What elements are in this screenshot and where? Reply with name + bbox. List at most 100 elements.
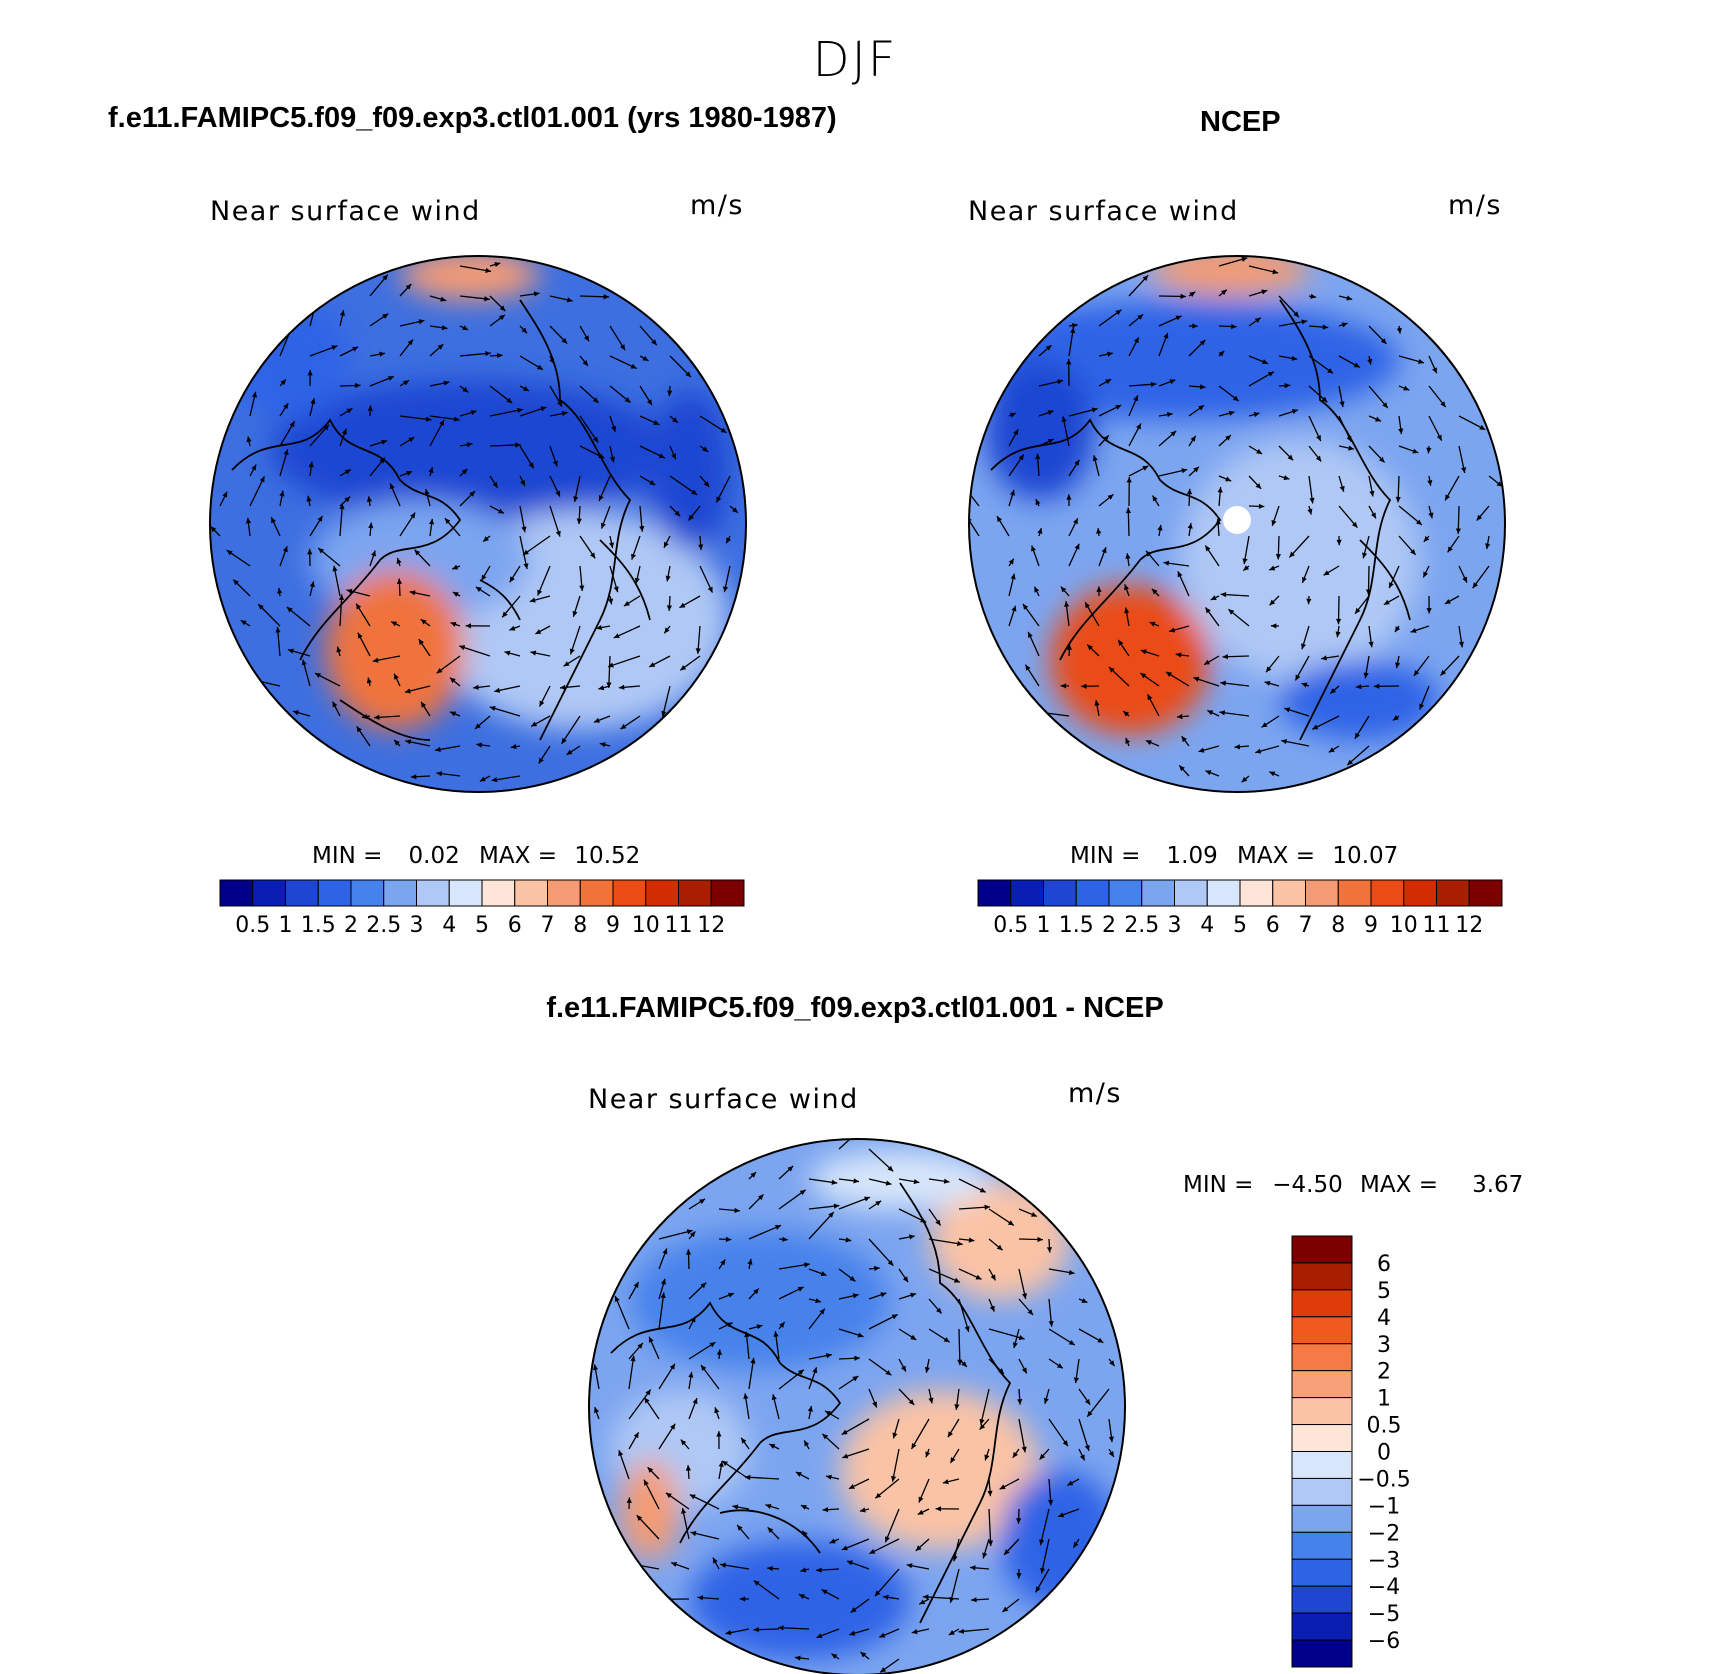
wind-vector-head: [485, 267, 492, 273]
wind-vector-head: [593, 717, 600, 723]
wind-vector-head: [1125, 507, 1131, 514]
wind-vector-head: [670, 1423, 676, 1430]
wind-vector-head: [716, 1431, 722, 1437]
wind-vector-head: [848, 1484, 855, 1489]
colorbar-tick-label: 10: [632, 913, 660, 938]
wind-vector-head: [984, 1204, 991, 1210]
wind-vector-head: [767, 1527, 774, 1533]
wind-vector-head: [1267, 371, 1274, 377]
wind-vector-head: [521, 526, 527, 533]
wind-vector-head: [1136, 423, 1141, 430]
wind-vector-head: [336, 646, 342, 653]
wind-vector-head: [947, 1431, 953, 1438]
wind-vector-head: [691, 489, 698, 495]
minmax-diff: MIN = −4.50 MAX = 3.67: [1183, 1172, 1523, 1198]
wind-vector: [988, 1508, 992, 1547]
field-region-atlantic: [325, 570, 465, 730]
wind-vector-head: [1068, 1339, 1075, 1346]
wind-vector-head: [357, 632, 363, 639]
wind-vector-head: [1225, 435, 1231, 441]
colorbar-swatch: [1291, 1477, 1353, 1506]
wind-vector-head: [475, 723, 481, 729]
wind-vector-head: [277, 587, 283, 594]
wind-vector-head: [449, 677, 456, 684]
wind-vector-head: [765, 1503, 772, 1509]
wind-vector-head: [795, 1471, 802, 1477]
colorbar-tick-label: 3: [410, 913, 424, 938]
colorbar-swatch: [579, 879, 614, 907]
wind-vector-head: [1255, 483, 1262, 489]
wind-vector-head: [1043, 1397, 1049, 1404]
field-region-north: [1150, 256, 1310, 295]
wind-vector-head: [535, 629, 542, 634]
wind-vector-head: [1447, 546, 1453, 553]
wind-vector-head: [699, 1198, 706, 1205]
wind-vector-head: [726, 537, 732, 544]
wind-vector-head: [1163, 560, 1170, 566]
wind-vector: [522, 535, 551, 556]
wind-vector-head: [1013, 429, 1019, 436]
wind-vector-head: [346, 408, 353, 414]
wind-vector-head: [928, 1397, 934, 1404]
wind-vector-head: [626, 1497, 632, 1504]
pole-gap: [1223, 506, 1251, 534]
wind-vector-head: [943, 1178, 950, 1184]
wind-vector-head: [1382, 402, 1388, 409]
wind-vector-head: [452, 564, 459, 570]
colorbar-swatch: [645, 879, 679, 907]
wind-vector-head: [642, 355, 649, 361]
wind-vector-head: [996, 516, 1003, 523]
wind-vector-head: [1205, 607, 1211, 614]
wind-vector-head: [815, 1298, 822, 1304]
wind-vector-head: [861, 1124, 867, 1130]
wind-vector-head: [816, 1567, 822, 1573]
wind-vector-head: [689, 1494, 696, 1500]
wind-vector-head: [1243, 565, 1250, 571]
wind-vector-head: [879, 1632, 886, 1638]
wind-vector-head: [800, 1567, 807, 1573]
wind-vector-head: [996, 1244, 1003, 1251]
colorbar-tick-label: −5: [1368, 1602, 1400, 1627]
wind-vector-head: [1220, 680, 1226, 686]
wind-vector-head: [485, 350, 491, 357]
wind-vector-head: [497, 352, 503, 359]
colorbar-tick-label: −6: [1368, 1629, 1400, 1654]
wind-vector-head: [782, 1236, 788, 1242]
wind-vector-head: [1037, 1236, 1043, 1243]
wind-vector-head: [258, 604, 264, 610]
wind-vector-head: [510, 743, 517, 750]
wind-vector: [980, 1388, 990, 1425]
wind-vector-head: [1193, 676, 1200, 682]
wind-vector-head: [1432, 367, 1437, 374]
wind-vector-head: [346, 588, 353, 594]
wind-vector-head: [352, 346, 359, 352]
wind-vector-head: [891, 1475, 897, 1482]
wind-vector-head: [1084, 1444, 1090, 1451]
colorbar-tick-label: 0.5: [235, 913, 270, 938]
wind-vector-head: [1205, 770, 1212, 776]
map-boundary-obs: [968, 255, 1506, 793]
wind-vector-head: [778, 1625, 784, 1631]
wind-vector-head: [1264, 680, 1271, 686]
polar-map-model: [209, 255, 747, 793]
colorbar-tick-label: 6: [1266, 913, 1280, 938]
wind-vector-head: [698, 544, 704, 550]
wind-vector-head: [975, 1274, 982, 1280]
wind-vector: [884, 1508, 900, 1543]
wind-vector-head: [506, 397, 513, 404]
wind-vector-head: [660, 1292, 666, 1299]
wind-vector-head: [1180, 293, 1186, 300]
colorbar-tick-label: 5: [1377, 1279, 1391, 1304]
wind-vector-head: [875, 1492, 882, 1499]
colorbar-swatch: [1291, 1639, 1353, 1668]
wind-vector-head: [1073, 518, 1078, 525]
wind-vector-head: [982, 1552, 988, 1559]
wind-vector-head: [579, 585, 585, 591]
wind-vector: [658, 1229, 693, 1240]
wind-vector-head: [1097, 1337, 1104, 1343]
wind-vector-head: [964, 1325, 970, 1332]
wind-vector-head: [942, 1479, 949, 1485]
wind-vector-head: [799, 1189, 806, 1196]
colorbar-tick-label: 6: [1377, 1252, 1391, 1277]
wind-vector-head: [1363, 672, 1369, 679]
